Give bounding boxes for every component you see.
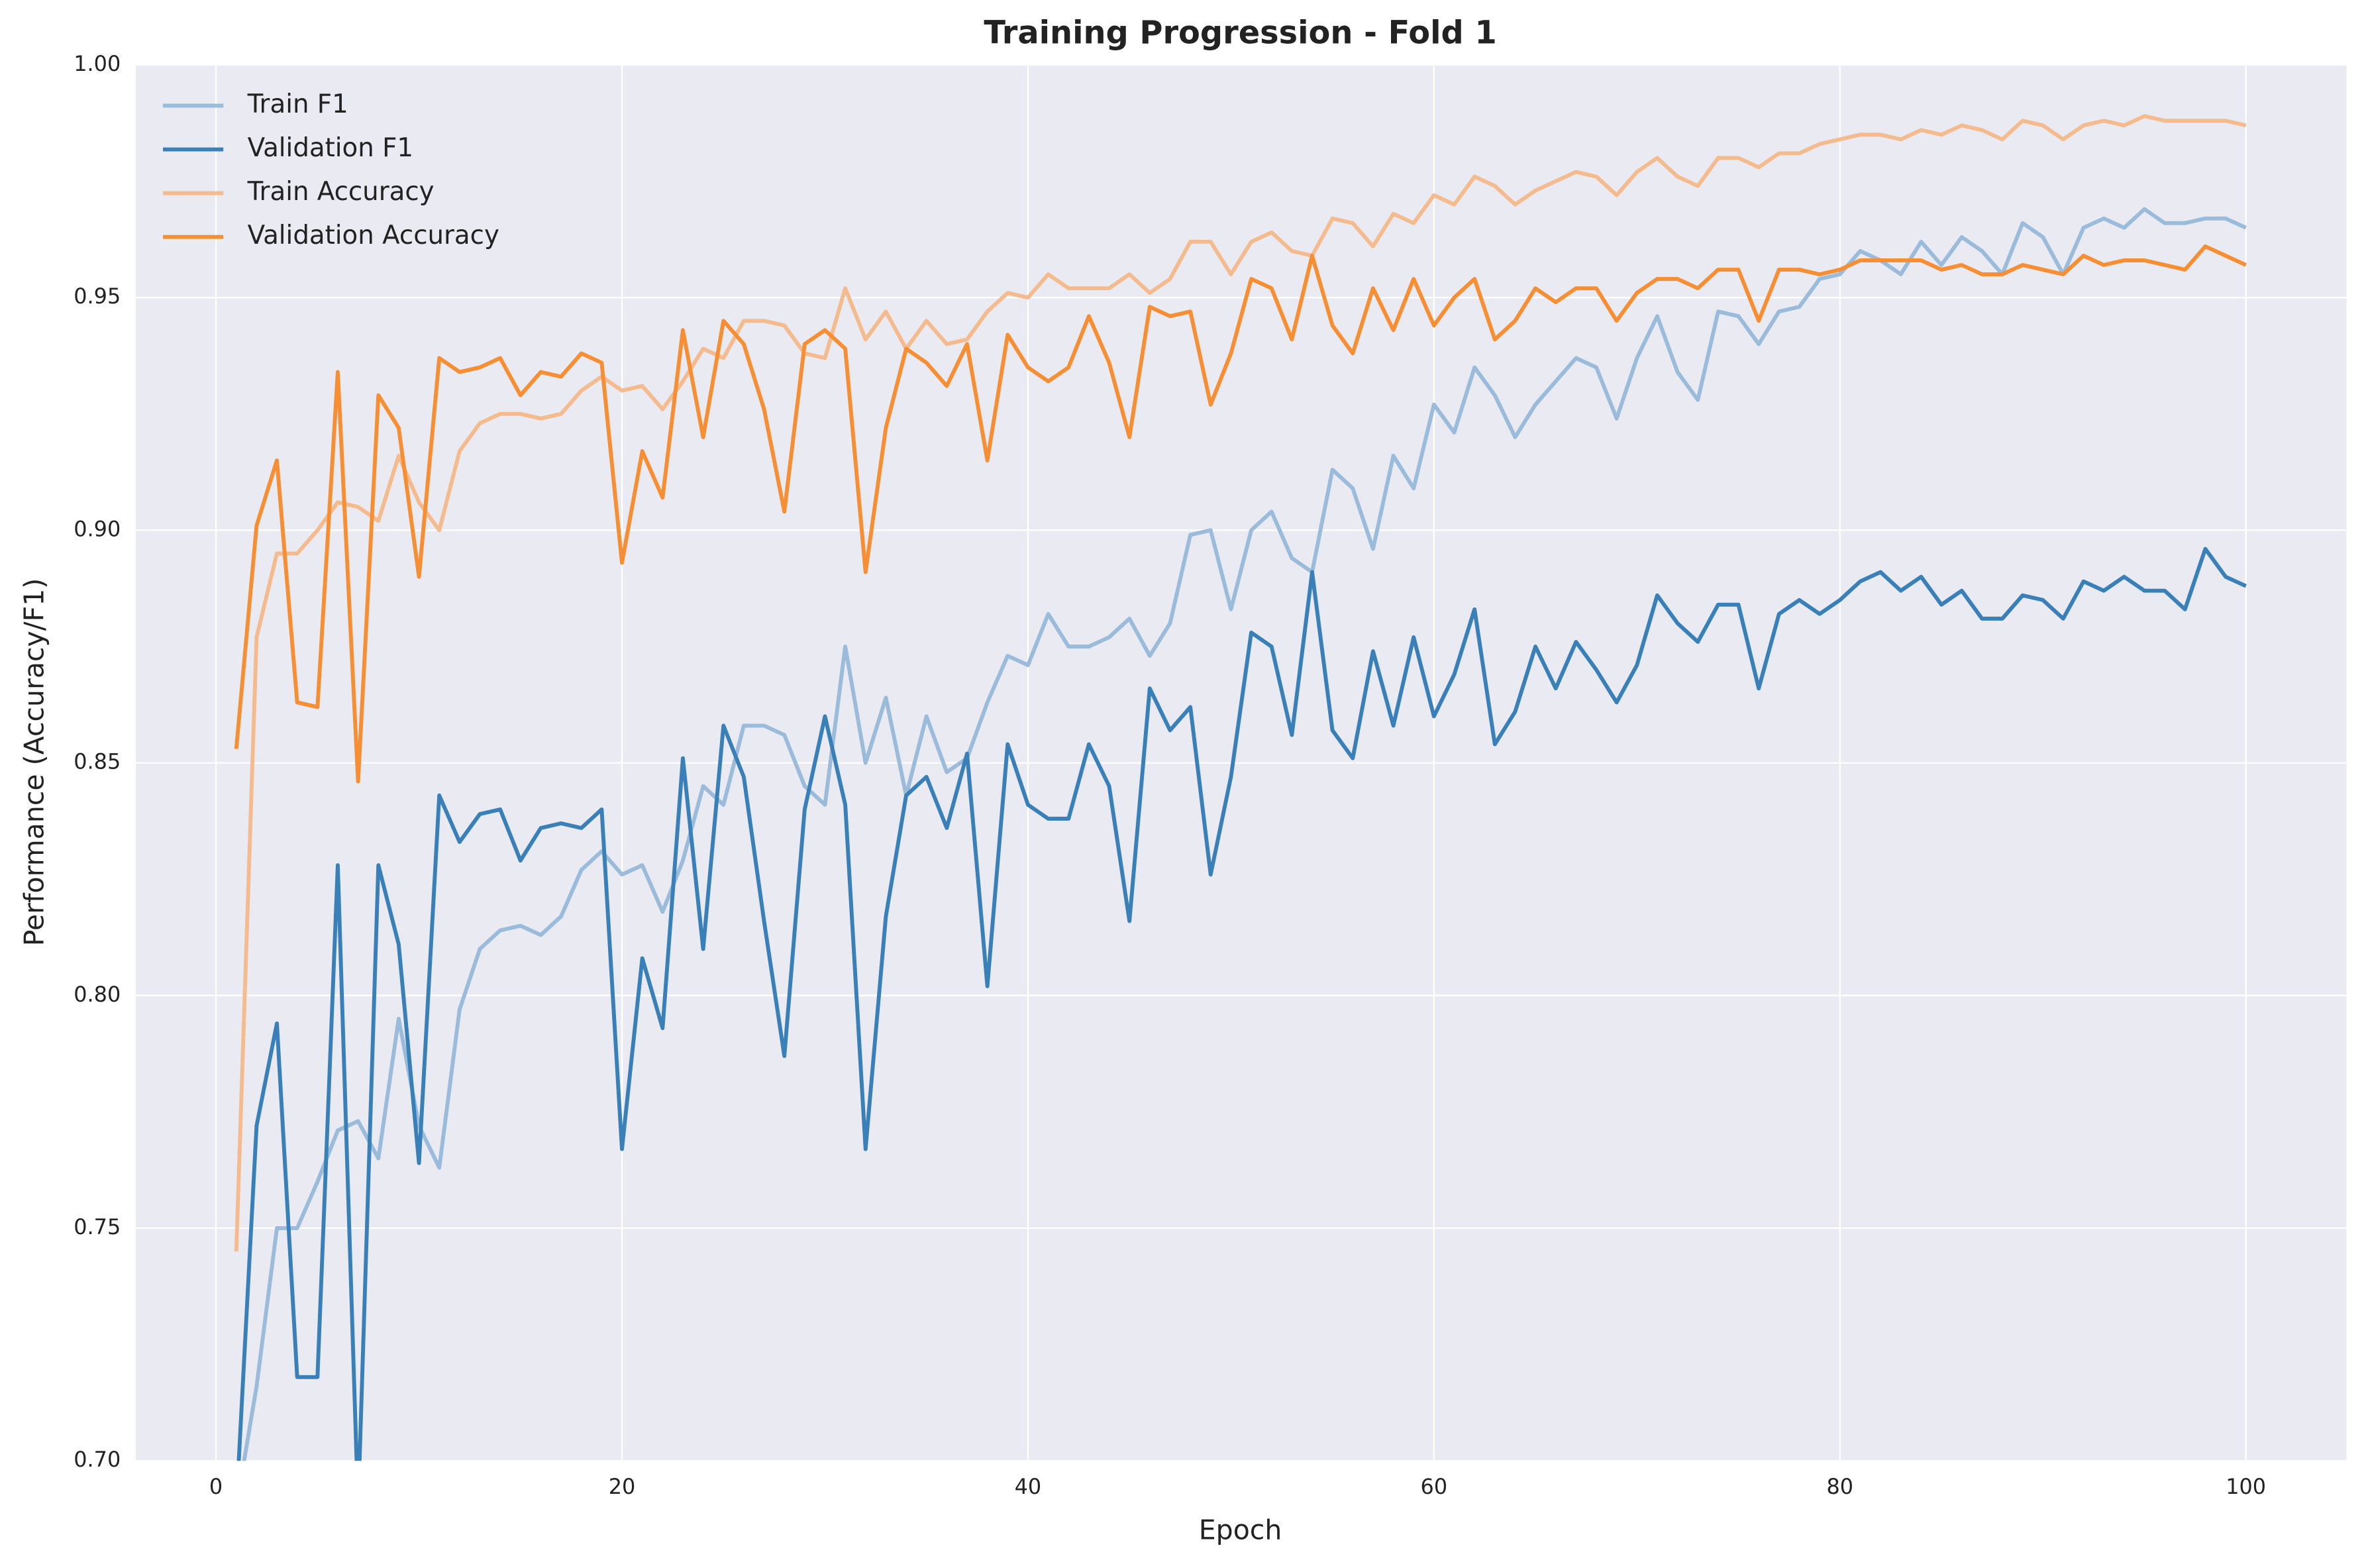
y-tick-label: 0.85: [74, 749, 121, 774]
y-tick-label: 0.95: [74, 284, 121, 309]
grid: [136, 64, 2347, 1462]
legend: Train F1 Validation F1 Train Accuracy Valid…: [163, 89, 499, 250]
x-tick-label: 0: [209, 1474, 223, 1499]
legend-label: Train Accuracy: [247, 177, 435, 207]
lines: [234, 114, 2247, 1461]
legend-label: Validation F1: [248, 133, 413, 163]
y-axis-label: Performance (Accuracy/F1): [19, 578, 50, 947]
y-tick-label: 0.90: [74, 516, 121, 541]
series-line: [234, 114, 2247, 1252]
y-tick-label: 0.80: [74, 982, 121, 1007]
y-tick-label: 0.70: [74, 1447, 121, 1472]
series-line: [242, 207, 2247, 1461]
x-tick-label: 100: [2226, 1474, 2266, 1499]
series-line: [234, 244, 2247, 784]
chart-title: Training Progression - Fold 1: [984, 15, 1496, 51]
legend-label: Validation Accuracy: [248, 221, 499, 250]
legend-label: Train F1: [247, 89, 348, 119]
x-tick-label: 80: [1826, 1474, 1853, 1499]
x-tick-label: 40: [1015, 1474, 1042, 1499]
x-tick-label: 60: [1421, 1474, 1448, 1499]
x-tick-label: 20: [609, 1474, 636, 1499]
y-tick-label: 0.75: [74, 1214, 121, 1239]
x-axis-label: Epoch: [1199, 1514, 1282, 1545]
series-line: [236, 547, 2247, 1461]
y-tick-label: 1.00: [74, 51, 121, 76]
